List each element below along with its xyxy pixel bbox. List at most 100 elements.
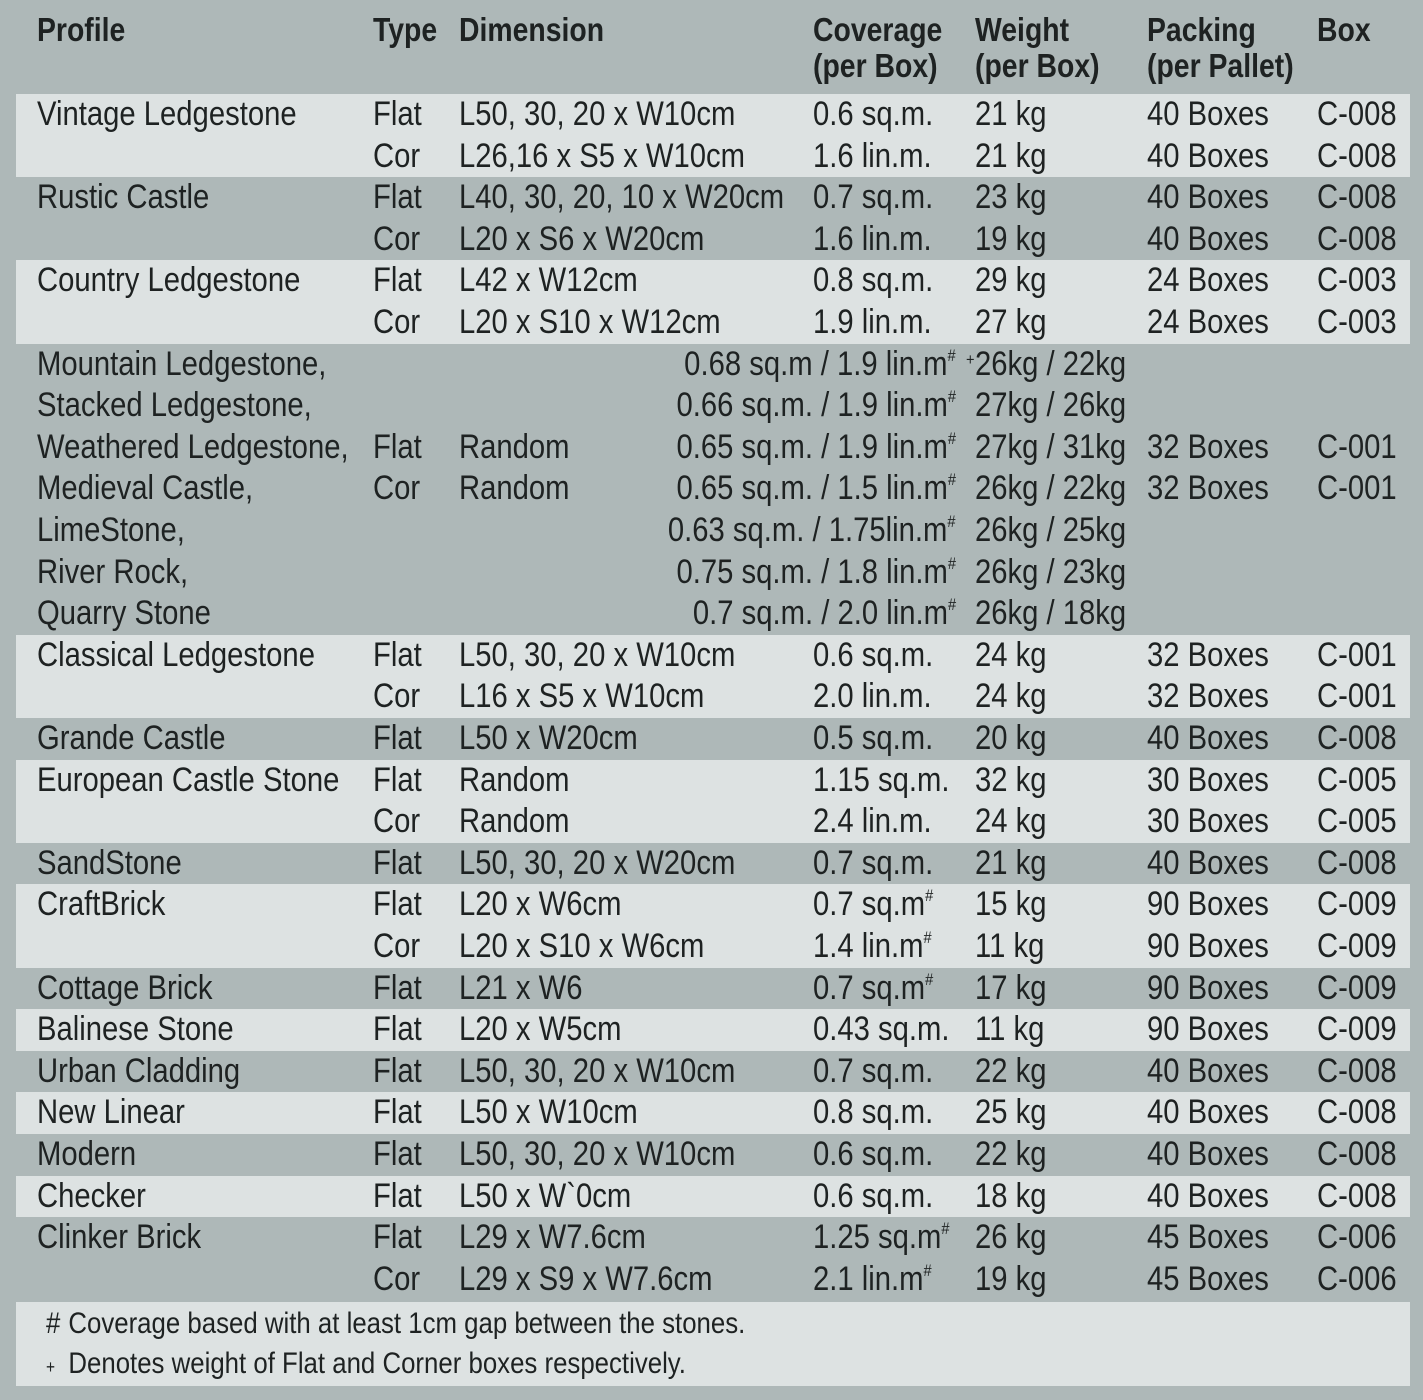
cell-packing: 40 Boxes xyxy=(1147,1051,1269,1090)
coverage-value: 0.7 sq.m. xyxy=(813,178,934,217)
footnote-text: Denotes weight of Flat and Corner boxes … xyxy=(68,1347,686,1380)
cell-coverage: 0.65 sq.m. / 1.5 lin.m# xyxy=(676,468,956,515)
footnote-mark: # xyxy=(925,886,934,906)
table-row: Checker Flat L50 x W`0cm 0.6 sq.m. 18 kg 40 B… xyxy=(0,1176,1423,1218)
footnote-mark: # xyxy=(923,1260,932,1280)
row-band xyxy=(16,1009,1410,1051)
cell-box: C-009 xyxy=(1317,927,1397,965)
footnote-mark: # xyxy=(925,969,934,989)
table-header: Profile Type Dimension Coverage (per Box… xyxy=(0,0,1423,94)
cell-coverage: 0.66 sq.m. / 1.9 lin.m# xyxy=(676,385,956,432)
cell-packing: 30 Boxes xyxy=(1147,802,1269,841)
cell-coverage: 1.15 sq.m. xyxy=(813,760,950,802)
cell-profile: Rustic Castle xyxy=(37,178,210,217)
cell-coverage: 0.65 sq.m. / 1.9 lin.m# xyxy=(676,427,956,474)
table-row: Cor L20 x S6 x W20cm 1.6 lin.m. 19 kg 40 Box… xyxy=(0,219,1423,261)
cell-weight: 26kg / 25kg xyxy=(975,511,1127,549)
cell-type: Flat xyxy=(373,1051,422,1090)
cell-dimension: L16 x S5 x W10cm xyxy=(459,677,705,716)
cell-coverage: 2.4 lin.m. xyxy=(813,801,932,843)
cell-dimension: L50, 30, 20 x W10cm xyxy=(459,635,736,674)
footnote-mark: # xyxy=(947,345,956,365)
header-dimension: Dimension xyxy=(459,11,605,48)
cell-type: Flat xyxy=(373,95,422,133)
cell-coverage: 0.63 sq.m. / 1.75lin.m# xyxy=(668,510,956,557)
cell-dimension: L50, 30, 20 x W10cm xyxy=(459,1051,736,1090)
header-weight: Weight (per Box) xyxy=(975,12,1100,84)
cell-box: C-008 xyxy=(1317,136,1397,175)
header-coverage: Coverage (per Box) xyxy=(813,12,942,84)
cell-packing: 32 Boxes xyxy=(1147,469,1269,508)
cell-box: C-001 xyxy=(1317,427,1397,466)
cell-packing: 40 Boxes xyxy=(1147,95,1269,133)
cell-weight: 24 kg xyxy=(975,802,1047,841)
table-row: Balinese Stone Flat L20 x W5cm 0.43 sq.m. 11… xyxy=(0,1009,1423,1051)
cell-coverage: 0.43 sq.m. xyxy=(813,1009,950,1051)
cell-type: Flat xyxy=(373,1176,422,1215)
cell-coverage: 0.7 sq.m. xyxy=(813,1051,933,1093)
table-row: Weathered Ledgestone, Flat Random 0.65 sq.m… xyxy=(0,427,1423,469)
cell-profile: Checker xyxy=(37,1176,146,1215)
cell-coverage: 0.8 sq.m. xyxy=(813,260,933,302)
table-row: Modern Flat L50, 30, 20 x W10cm 0.6 sq.m. 22… xyxy=(0,1134,1423,1176)
cell-weight: 24 kg xyxy=(975,677,1047,716)
row-band xyxy=(16,260,1410,344)
cell-packing: 32 Boxes xyxy=(1147,677,1269,716)
cell-dimension: L50 x W`0cm xyxy=(459,1176,632,1215)
coverage-value: 0.7 sq.m. / 2.0 lin.m xyxy=(692,594,948,633)
cell-box: C-008 xyxy=(1317,219,1397,258)
cell-profile: CraftBrick xyxy=(37,885,166,924)
cell-weight: 11 kg xyxy=(975,927,1045,965)
cell-box: C-008 xyxy=(1317,1176,1397,1215)
cell-type: Flat xyxy=(373,261,422,300)
table-row: Vintage Ledgestone Flat L50, 30, 20 x W10c… xyxy=(0,94,1423,136)
cell-profile: Medieval Castle, xyxy=(37,469,254,508)
cell-packing: 90 Boxes xyxy=(1147,1010,1269,1049)
cell-weight: 23 kg xyxy=(975,178,1047,217)
header-packing-line2: (per Pallet) xyxy=(1147,47,1294,84)
cell-profile: Cottage Brick xyxy=(37,968,213,1007)
cell-box: C-006 xyxy=(1317,1259,1397,1298)
cell-type: Cor xyxy=(373,1259,421,1298)
coverage-value: 0.7 sq.m. xyxy=(813,1051,934,1090)
cell-type: Cor xyxy=(373,927,421,965)
cell-type: Flat xyxy=(373,1093,422,1132)
footnote-mark: # xyxy=(947,553,956,573)
cell-profile: New Linear xyxy=(37,1093,185,1132)
cell-type: Flat xyxy=(373,1010,422,1049)
footnote-symbol: # xyxy=(46,1307,61,1340)
cell-coverage: 1.9 lin.m. xyxy=(813,302,932,344)
cell-box: C-008 xyxy=(1317,719,1397,757)
cell-weight: 26 kg xyxy=(975,1218,1047,1257)
cell-dimension: L50, 30, 20 x W10cm xyxy=(459,1135,736,1173)
cell-coverage: 0.6 sq.m. xyxy=(813,94,933,136)
cell-weight: 27kg / 26kg xyxy=(975,386,1127,425)
coverage-value: 2.0 lin.m. xyxy=(813,677,932,716)
row-band xyxy=(16,759,1410,843)
coverage-value: 0.68 sq.m / 1.9 lin.m xyxy=(684,344,948,383)
cell-coverage: 1.25 sq.m# xyxy=(813,1217,950,1264)
cell-weight: 26kg / 22kg xyxy=(975,344,1127,383)
cell-packing: 90 Boxes xyxy=(1147,927,1269,965)
cell-profile: LimeStone, xyxy=(37,511,185,549)
cell-profile: Classical Ledgestone xyxy=(37,635,315,674)
coverage-value: 0.75 sq.m. / 1.8 lin.m xyxy=(676,552,948,591)
cell-weight: 26kg / 22kg xyxy=(975,469,1127,508)
cell-weight: 22 kg xyxy=(975,1135,1047,1173)
cell-weight: 32 kg xyxy=(975,760,1047,799)
cell-coverage: 2.0 lin.m. xyxy=(813,676,932,718)
cell-type: Cor xyxy=(373,802,421,841)
coverage-value: 2.4 lin.m. xyxy=(813,802,932,841)
cell-weight: 25 kg xyxy=(975,1093,1047,1132)
footnote-mark: # xyxy=(947,595,956,615)
header-box: Box xyxy=(1317,11,1371,48)
footnote-mark: # xyxy=(947,512,956,531)
table-row: Cor L26,16 x S5 x W10cm 1.6 lin.m. 21 kg 40 … xyxy=(0,136,1423,178)
table-row: CraftBrick Flat L20 x W6cm 0.7 sq.m# 15 kg 90… xyxy=(0,884,1423,926)
cell-weight: 24 kg xyxy=(975,635,1047,674)
cell-dimension: L42 x W12cm xyxy=(459,261,638,300)
cell-dimension: L20 x S10 x W6cm xyxy=(459,927,705,965)
cell-dimension: L50, 30, 20 x W10cm xyxy=(459,95,736,133)
table-row: Cor L20 x S10 x W6cm 1.4 lin.m# 11 kg 90 Box… xyxy=(0,926,1423,968)
